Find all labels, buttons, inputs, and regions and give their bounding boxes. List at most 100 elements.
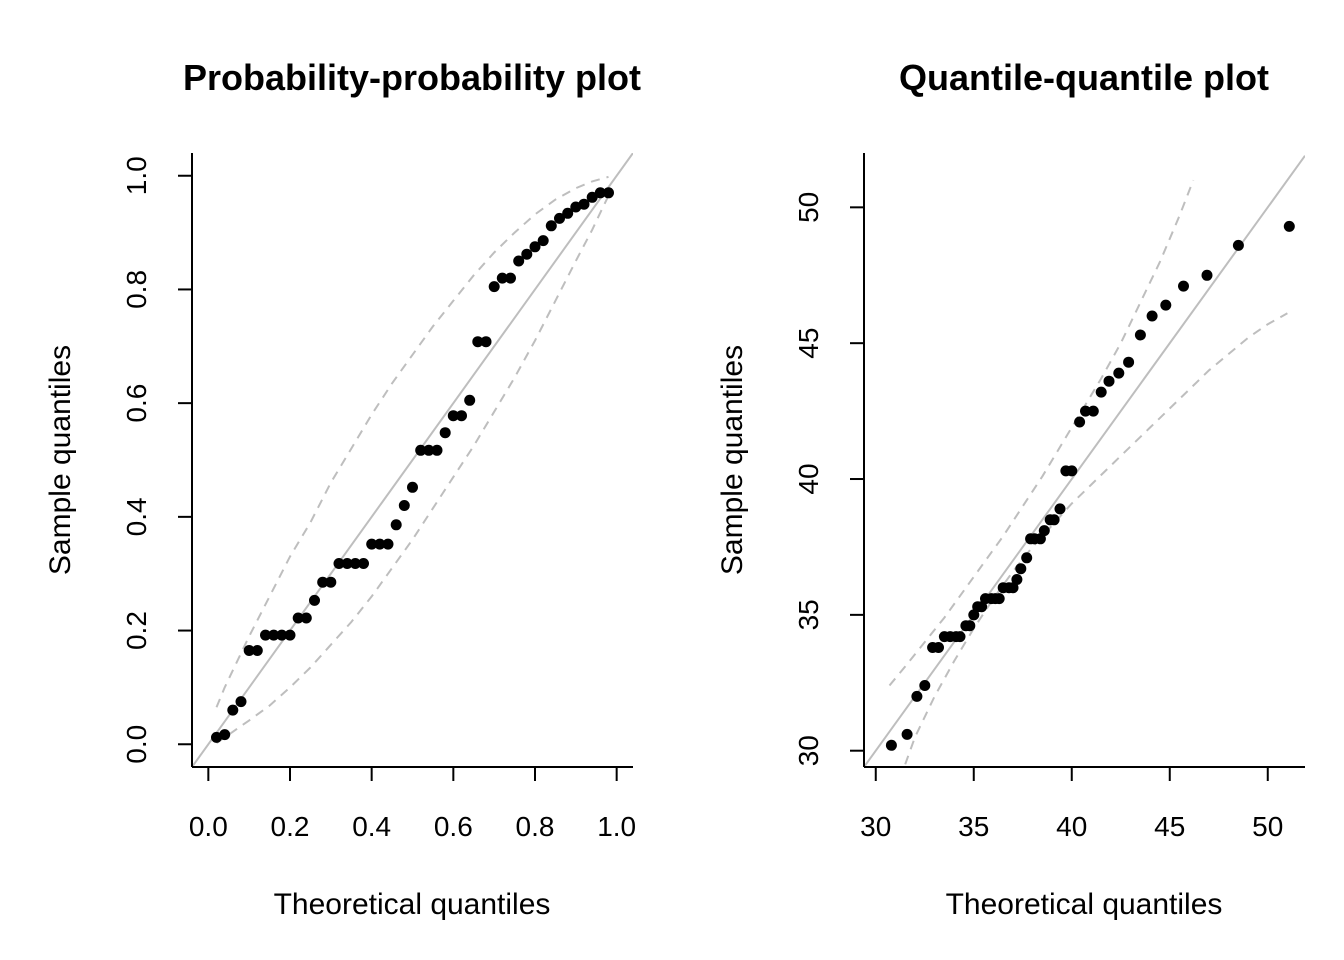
qq-data-point [911, 690, 923, 702]
qq-y-tick-label: 50 [793, 192, 824, 223]
qq-data-point [1021, 552, 1033, 564]
pp-reference-line [192, 153, 633, 767]
pp-plot-region [192, 153, 633, 767]
qq-data-point [919, 680, 931, 691]
pp-data-point [554, 212, 565, 224]
pp-data-point [276, 629, 288, 641]
qq-data-point [1048, 514, 1060, 526]
qq-data-point [1123, 356, 1135, 368]
qq-data-point [1038, 525, 1050, 537]
pp-data-point [423, 444, 435, 456]
pp-data-point [341, 558, 353, 569]
qq-data-point [1087, 405, 1099, 417]
qq-data-point [1146, 310, 1158, 322]
qq-plot-title: Quantile-quantile plot [899, 57, 1269, 98]
qq-plot-region [864, 155, 1305, 767]
pp-data-point [415, 444, 427, 456]
pp-data-point [521, 248, 533, 260]
pp-plot-x-axis-title: Theoretical quantiles [274, 888, 551, 921]
pp-data-point [309, 594, 320, 606]
qq-data-point [1066, 465, 1078, 477]
qq-data-point [1034, 533, 1046, 545]
pp-x-tick-label: 0.0 [189, 811, 228, 842]
qq-y-tick-label: 30 [793, 735, 824, 766]
qq-plot-y-axis-title: Sample quantiles [716, 345, 749, 575]
qq-data-point [933, 642, 944, 653]
pp-x-tick-label: 1.0 [597, 811, 636, 842]
pp-data-point [496, 272, 508, 284]
pp-band-upper-line [215, 175, 609, 708]
pp-data-point [333, 558, 345, 569]
qq-data-point [993, 593, 1005, 605]
pp-data-point [456, 410, 467, 422]
pp-data-point [480, 336, 492, 348]
pp-y-tick-label: 0.6 [121, 384, 152, 423]
pp-data-point [284, 629, 296, 641]
qq-plot-panel: Quantile-quantile plot Theoretical quant… [716, 57, 1305, 921]
qq-data-point [901, 728, 913, 740]
pp-data-point [545, 220, 557, 232]
qq-x-tick-label: 50 [1252, 811, 1283, 842]
pp-data-point [513, 255, 525, 267]
qq-x-tick-label: 40 [1056, 811, 1087, 842]
qq-data-point [1015, 563, 1027, 575]
pp-x-tick-label: 0.4 [352, 811, 391, 842]
qq-data-point [1113, 367, 1125, 379]
qq-data-point [954, 631, 966, 643]
pp-data-point [251, 645, 263, 656]
pp-data-point [431, 444, 443, 456]
pp-data-point [374, 538, 386, 550]
pp-data-point [325, 576, 337, 588]
qq-band-lower-line [904, 312, 1288, 765]
pp-plot-title: Probability-probability plot [183, 57, 641, 98]
pp-data-point [464, 394, 476, 406]
qq-data-point [885, 739, 897, 751]
pp-data-point [300, 612, 312, 624]
pp-x-tick-label: 0.6 [434, 811, 473, 842]
qq-data-point [1160, 299, 1172, 311]
qq-data-point [1011, 574, 1023, 585]
qq-data-point [1103, 375, 1115, 387]
pp-plot-y-axis-title: Sample quantiles [44, 345, 77, 575]
qq-plot-x-axis-title: Theoretical quantiles [946, 888, 1223, 921]
pp-data-point [317, 576, 329, 588]
pp-data-point [537, 235, 549, 247]
pp-data-point [243, 645, 255, 656]
qq-data-point [1178, 280, 1189, 292]
pp-data-point [358, 558, 369, 569]
qq-x-tick-label: 30 [860, 811, 891, 842]
qq-plot-area: 30 35 40 45 50 30 35 40 45 50 [793, 153, 1305, 842]
qq-data-point [1232, 239, 1244, 251]
pp-data-point [227, 704, 239, 716]
pp-data-point [349, 558, 361, 569]
pp-data-point [382, 538, 394, 550]
pp-data-point [594, 187, 606, 199]
pp-data-point [439, 427, 451, 439]
qq-data-point [1283, 220, 1295, 232]
pp-band-lower-line [215, 195, 610, 744]
qq-data-point [1080, 405, 1091, 417]
qq-y-tick-label: 35 [793, 599, 824, 630]
pp-data-point [578, 198, 590, 210]
pp-data-point [268, 629, 280, 641]
pp-y-tick-label: 0.0 [121, 725, 152, 764]
pp-data-point [260, 629, 271, 641]
pp-data-point [488, 281, 500, 293]
pp-data-point [366, 538, 378, 550]
pp-y-tick-label: 0.2 [121, 611, 152, 650]
qq-data-point [1134, 329, 1146, 341]
qq-data-point [1054, 503, 1066, 515]
qq-x-tick-label: 35 [958, 811, 989, 842]
pp-data-point [472, 336, 484, 348]
qq-x-tick-label: 45 [1154, 811, 1185, 842]
pp-data-point [219, 729, 231, 741]
pp-data-point [390, 519, 402, 531]
pp-y-tick-label: 0.4 [121, 497, 152, 536]
pp-data-point [562, 207, 574, 219]
pp-data-point [407, 481, 418, 493]
pp-x-tick-label: 0.8 [516, 811, 555, 842]
pp-plot-area: 0.0 0.2 0.4 0.6 0.8 1.0 0.0 0.2 0.4 0.6 0.8 1.0 [121, 153, 636, 842]
pp-data-point [398, 500, 410, 511]
pp-data-point [529, 241, 541, 253]
